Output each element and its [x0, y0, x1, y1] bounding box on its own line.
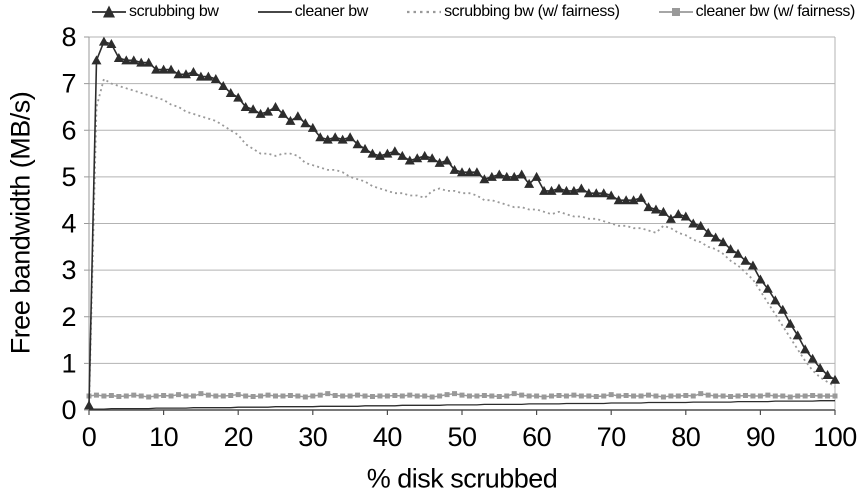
- y-tick-label: 6: [61, 115, 76, 145]
- legend-item-cleaner-bw: cleaner bw: [257, 3, 369, 21]
- x-tick-label: 20: [224, 422, 253, 452]
- y-tick-label: 2: [61, 302, 76, 332]
- legend-label-scrubbing-bw: scrubbing bw: [129, 3, 219, 20]
- x-tick-label: 10: [149, 422, 178, 452]
- scrubbing-bw-fairness-dotted-line-icon: [407, 4, 442, 20]
- legend: scrubbing bw cleaner bw scrubbing bw (w/…: [92, 1, 855, 23]
- y-tick-label: 7: [61, 69, 76, 99]
- y-tick-label: 4: [61, 209, 76, 239]
- cleaner-bw-fairness-line-square-icon: [658, 4, 693, 20]
- x-tick-label: 90: [746, 422, 775, 452]
- x-axis-title: % disk scrubbed: [366, 463, 558, 494]
- x-tick-label: 80: [671, 422, 700, 452]
- legend-item-cleaner-bw-fairness: cleaner bw (w/ fairness): [658, 3, 856, 21]
- legend-label-scrubbing-bw-fairness: scrubbing bw (w/ fairness): [444, 3, 620, 20]
- x-tick-label: 0: [82, 422, 97, 452]
- scrubbing-bw-line-triangle-icon: [92, 4, 126, 20]
- y-tick-label: 8: [61, 22, 76, 52]
- series-markers-cleaner-bw-w-fairness: [86, 391, 838, 400]
- x-tick-label: 70: [597, 422, 626, 452]
- y-tick-label: 0: [61, 395, 76, 425]
- x-tick-label: 100: [813, 422, 857, 452]
- cleaner-bw-line-icon: [257, 4, 292, 20]
- x-tick-label: 50: [447, 422, 476, 452]
- legend-label-cleaner-bw-fairness: cleaner bw (w/ fairness): [695, 3, 856, 20]
- legend-item-scrubbing-bw-fairness: scrubbing bw (w/ fairness): [407, 3, 620, 21]
- legend-item-scrubbing-bw: scrubbing bw: [92, 3, 219, 21]
- y-tick-label: 3: [61, 255, 76, 285]
- series-line-scrubbing-bw-w-fairness: [88, 77, 836, 408]
- legend-label-cleaner-bw: cleaner bw: [294, 3, 369, 20]
- y-axis-title: Free bandwidth (MB/s): [5, 91, 36, 355]
- y-tick-label: 5: [61, 162, 76, 192]
- x-tick-label: 30: [298, 422, 327, 452]
- y-tick-label: 1: [61, 348, 76, 378]
- series-line-cleaner-bw: [89, 400, 835, 410]
- x-tick-label: 60: [522, 422, 551, 452]
- x-tick-label: 40: [373, 422, 402, 452]
